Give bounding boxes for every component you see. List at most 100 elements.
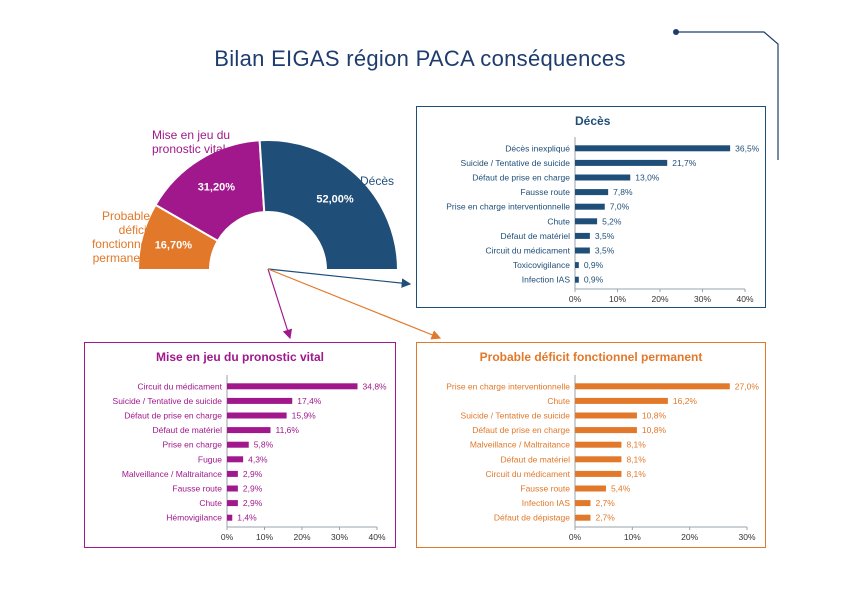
category-label: Circuit du médicament [137,381,222,391]
category-label: Défaut de prise en charge [472,173,570,183]
chart-title: Mise en jeu du pronostic vital [156,350,324,364]
bar [575,247,590,254]
value-label: 5,4% [611,484,631,494]
slice-label-2: 52,00% [316,194,354,206]
bar [227,441,249,448]
bar [575,485,606,492]
category-label: Fausse route [520,187,570,197]
value-label: 10,8% [642,425,667,435]
x-tick-label: 10% [624,532,641,542]
bar [227,397,293,404]
category-label: Infection IAS [522,275,571,285]
value-label: 2,7% [595,498,615,508]
bar [575,203,605,210]
value-label: 5,2% [602,216,622,226]
value-label: 7,8% [613,187,633,197]
value-label: 8,1% [626,440,646,450]
x-tick-label: 20% [681,532,698,542]
value-label: 8,1% [626,469,646,479]
value-label: 2,9% [243,469,263,479]
category-label: Prise en charge [162,440,222,450]
category-label: Circuit du médicament [485,246,570,256]
bar [227,514,233,521]
panel-deficit: Probable déficit fonctionnel permanent 0%… [416,342,766,548]
category-label: Hémovigilance [166,513,222,523]
value-label: 13,0% [635,173,660,183]
x-tick-label: 10% [609,294,626,304]
value-label: 5,8% [254,440,274,450]
slice-1 [154,139,266,243]
category-label: Suicide / Tentative de suicide [461,158,571,168]
category-label: Prise en charge interventionnelle [446,381,570,391]
label-mise-en-jeu: Mise en jeu du pronostic vital [152,128,231,156]
bar [227,470,238,477]
category-label: Défaut de matériel [501,454,571,464]
bar [575,470,622,477]
category-label: Suicide / Tentative de suicide [113,396,223,406]
category-label: Chute [547,396,570,406]
value-label: 21,7% [672,158,697,168]
slice-2 [258,139,400,271]
bar [575,189,609,196]
value-label: 7,0% [610,202,630,212]
category-label: Défaut de prise en charge [124,411,222,421]
bar [575,427,637,434]
category-label: Chute [547,216,570,226]
bar [575,412,637,419]
label-deficit: Probable déficit fonctionnel permanent [91,209,150,265]
value-label: 34,8% [363,381,388,391]
category-label: Prise en charge interventionnelle [446,202,570,212]
bar [227,485,238,492]
chart-title: Décès [575,114,611,128]
slice-label-0: 16,70% [155,240,193,252]
bar [575,174,631,181]
bar [227,412,287,419]
value-label: 16,2% [673,396,698,406]
bar [575,397,668,404]
bar [575,232,590,239]
x-tick-label: 20% [293,532,310,542]
bar [227,456,244,463]
x-tick-label: 0% [569,532,582,542]
semi-donut-chart: 16,70% 31,20% 52,00% [136,139,400,271]
bar [575,441,622,448]
category-label: Défaut de dépistage [494,513,570,523]
category-label: Fausse route [172,484,222,494]
category-label: Décès inexpliqué [505,143,570,153]
x-tick-label: 20% [651,294,668,304]
x-tick-label: 40% [368,532,385,542]
bar [575,159,668,166]
slice-label-1: 31,20% [198,182,236,194]
category-label: Circuit du médicament [485,469,570,479]
label-deces: Décès [360,174,395,188]
value-label: 2,7% [595,513,615,523]
category-label: Toxicovigilance [513,260,570,270]
bar [227,383,358,390]
value-label: 4,3% [248,454,268,464]
bar [575,276,579,283]
page-title: Bilan EIGAS région PACA conséquences [214,46,626,71]
bar [575,456,622,463]
value-label: 0,9% [584,260,604,270]
category-label: Fugue [198,454,222,464]
x-tick-label: 0% [569,294,582,304]
value-label: 3,5% [595,231,615,241]
category-label: Malveillance / Maltraitance [470,440,570,450]
value-label: 10,8% [642,411,667,421]
panel-mise-en-jeu: Mise en jeu du pronostic vital 0% 10% 20% 30… [84,342,396,548]
category-label: Défaut de matériel [153,425,223,435]
value-label: 15,9% [292,411,317,421]
category-label: Chute [199,498,222,508]
bar [575,262,579,269]
value-label: 36,5% [735,143,760,153]
category-label: Malveillance / Maltraitance [122,469,222,479]
x-tick-label: 10% [256,532,273,542]
category-label: Fausse route [520,484,570,494]
x-tick-label: 0% [221,532,234,542]
value-label: 27,0% [735,381,760,391]
value-label: 2,9% [243,484,263,494]
value-label: 1,4% [237,513,257,523]
category-label: Infection IAS [522,498,571,508]
x-tick-label: 40% [736,294,753,304]
